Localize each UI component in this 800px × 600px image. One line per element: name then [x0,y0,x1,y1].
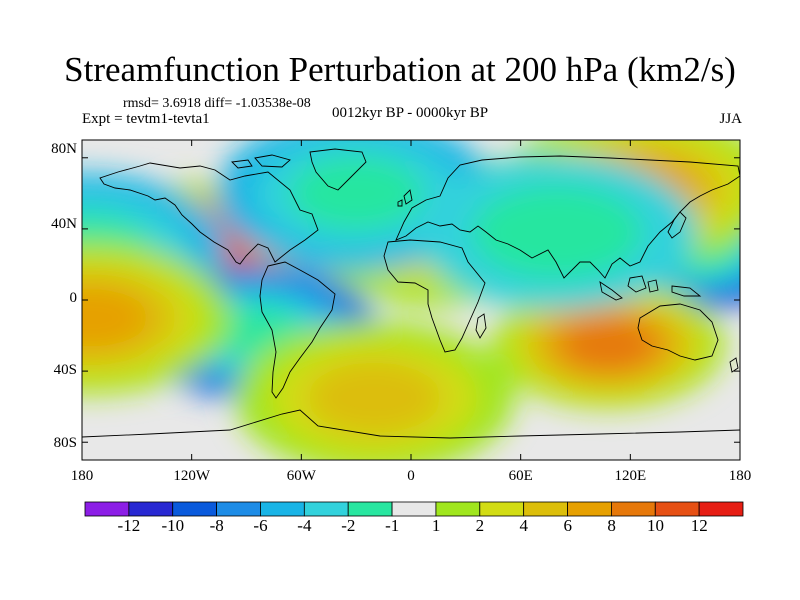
stats-label: rmsd= 3.6918 diff= -1.03538e-08 [123,96,311,111]
coastline-maritime-continent [599,275,702,301]
plot-title: Streamfunction Perturbation at 200 hPa (… [64,50,736,89]
field-contour [82,286,149,350]
colorbar-swatch [172,501,217,517]
colorbar-label: 2 [475,516,485,535]
colorbar-swatch [84,501,130,517]
colorbar-swatch [567,501,612,517]
coastline-africa [383,239,486,353]
coastline-japan [667,211,687,239]
colorbar-label: -1 [385,516,400,535]
colorbar-label: -6 [253,516,268,535]
field-blobs [82,140,740,460]
colorbar-label: -8 [209,516,224,535]
colorbar-label: -10 [161,516,185,535]
colorbar-label: 4 [519,516,529,535]
colorbar-label: -4 [297,516,312,535]
coastline-eurasia [395,155,740,279]
coastline-new-zealand [729,357,739,373]
colorbar-swatch [611,501,656,517]
colorbar-swatch [479,501,525,517]
colorbar-label: 10 [647,516,664,535]
season-label: JJA [719,111,742,127]
xlabel-0: 0 [407,468,415,484]
colorbar [84,501,744,517]
colorbar-swatch [303,501,349,517]
streamfunction-field [82,140,740,460]
coastline-antarctica [82,409,740,439]
colorbar-swatch [128,501,174,517]
colorbar-label: -12 [117,516,141,535]
field-contour [472,185,643,280]
ylabel-40s: 40S [53,362,77,378]
ylabel-80n: 80N [51,141,77,157]
xlabel-60e: 60E [508,468,533,484]
coastline-north-america [99,162,319,265]
coastline-british-isles [397,189,413,207]
colorbar-label: 1 [431,516,441,535]
ylabel-40n: 40N [51,216,77,232]
field-contour [561,318,656,371]
colorbar-swatch [216,501,261,517]
colorbar-swatch [698,501,744,517]
ylabel-80s: 80S [53,435,77,451]
xlabel-120w: 120W [173,468,211,484]
coastlines [82,148,740,439]
ylabel-0: 0 [69,290,78,306]
coastline-canadian-archipelago [231,154,291,169]
colorbar-label: -2 [341,516,356,535]
colorbar-label: 12 [690,516,708,535]
experiment-label: Expt = tevtm1-tevta1 [82,111,210,127]
colorbar-swatch [654,501,700,517]
colorbar-swatch [260,501,305,517]
field-contour [289,156,423,230]
coastline-south-america [259,261,336,399]
coastline-madagascar [475,313,487,339]
period-label: 0012kyr BP - 0000kyr BP [331,105,489,121]
colorbar-swatch [523,501,568,517]
coastline-greenland [309,148,367,191]
coastline-australia [637,303,719,361]
field-contour [307,361,442,435]
colorbar-swatch [435,501,481,517]
colorbar-swatch [391,501,437,517]
xlabel-180e: 180 [728,468,752,484]
colorbar-swatch [347,501,393,517]
xlabel-60w: 60W [286,468,316,484]
colorbar-label: 8 [607,516,616,535]
colorbar-label: 6 [563,516,572,535]
axis-ticks [81,140,741,460]
xlabel-120e: 120E [614,468,647,484]
xlabel-180w: 180 [70,468,94,484]
